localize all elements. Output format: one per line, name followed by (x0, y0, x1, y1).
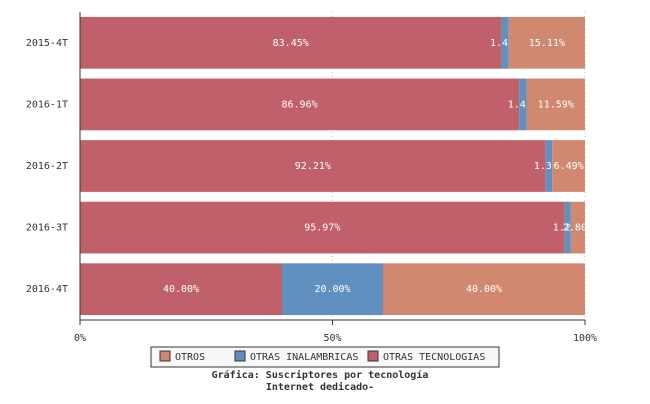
bar-segment (570, 201, 585, 254)
data-label: 1.23% (553, 223, 583, 234)
legend-swatch (234, 350, 246, 362)
y-tick-label: 2016-2T (26, 161, 68, 172)
bar-segment (545, 140, 553, 192)
bar-segment (80, 78, 520, 131)
data-label: 2.80% (563, 223, 593, 234)
data-label: 6.49% (554, 161, 584, 172)
bar-segment (552, 140, 585, 192)
data-label: 86.96% (282, 99, 318, 110)
bar-segment (80, 16, 502, 69)
x-tick-label: 100% (573, 333, 597, 344)
data-label: 40.00% (466, 284, 502, 295)
data-label: 1.30% (534, 161, 564, 172)
data-label: 83.45% (273, 38, 309, 49)
y-tick-label: 2015-4T (26, 38, 68, 49)
y-tick-label: 2016-1T (26, 99, 68, 110)
x-tick-label: 50% (323, 333, 341, 344)
bar-segment (282, 263, 383, 316)
data-label: 40.00% (163, 284, 199, 295)
legend-label: OTRAS TECNOLOGIAS (383, 352, 485, 363)
data-label: 92.21% (295, 161, 331, 172)
legend-swatch (159, 350, 171, 362)
data-label: 95.97% (304, 223, 340, 234)
bar-segment (80, 201, 565, 254)
data-label: 15.11% (529, 38, 565, 49)
chart-title: Gráfica: Suscriptores por tecnología (212, 369, 429, 381)
data-label: 11.59% (538, 99, 574, 110)
bar-segment (519, 78, 527, 131)
bar-segment (508, 16, 585, 69)
bar-segment (383, 263, 585, 316)
data-label: 1.44% (490, 38, 520, 49)
data-label: 1.45% (508, 99, 538, 110)
y-tick-label: 2016-4T (26, 284, 68, 295)
x-tick-label: 0% (74, 333, 86, 344)
data-label: 20.00% (314, 284, 350, 295)
bar-segment (80, 140, 546, 192)
bar-segment (501, 16, 509, 69)
y-tick-label: 2016-3T (26, 223, 68, 234)
bar-segment (80, 263, 282, 316)
legend-swatch (367, 350, 379, 362)
legend-label: OTROS (175, 352, 205, 363)
bar-segment (564, 201, 571, 254)
legend-label: OTRAS INALAMBRICAS (250, 352, 358, 363)
bar-segment (526, 78, 585, 131)
chart-subtitle: Internet dedicado- (266, 381, 374, 393)
